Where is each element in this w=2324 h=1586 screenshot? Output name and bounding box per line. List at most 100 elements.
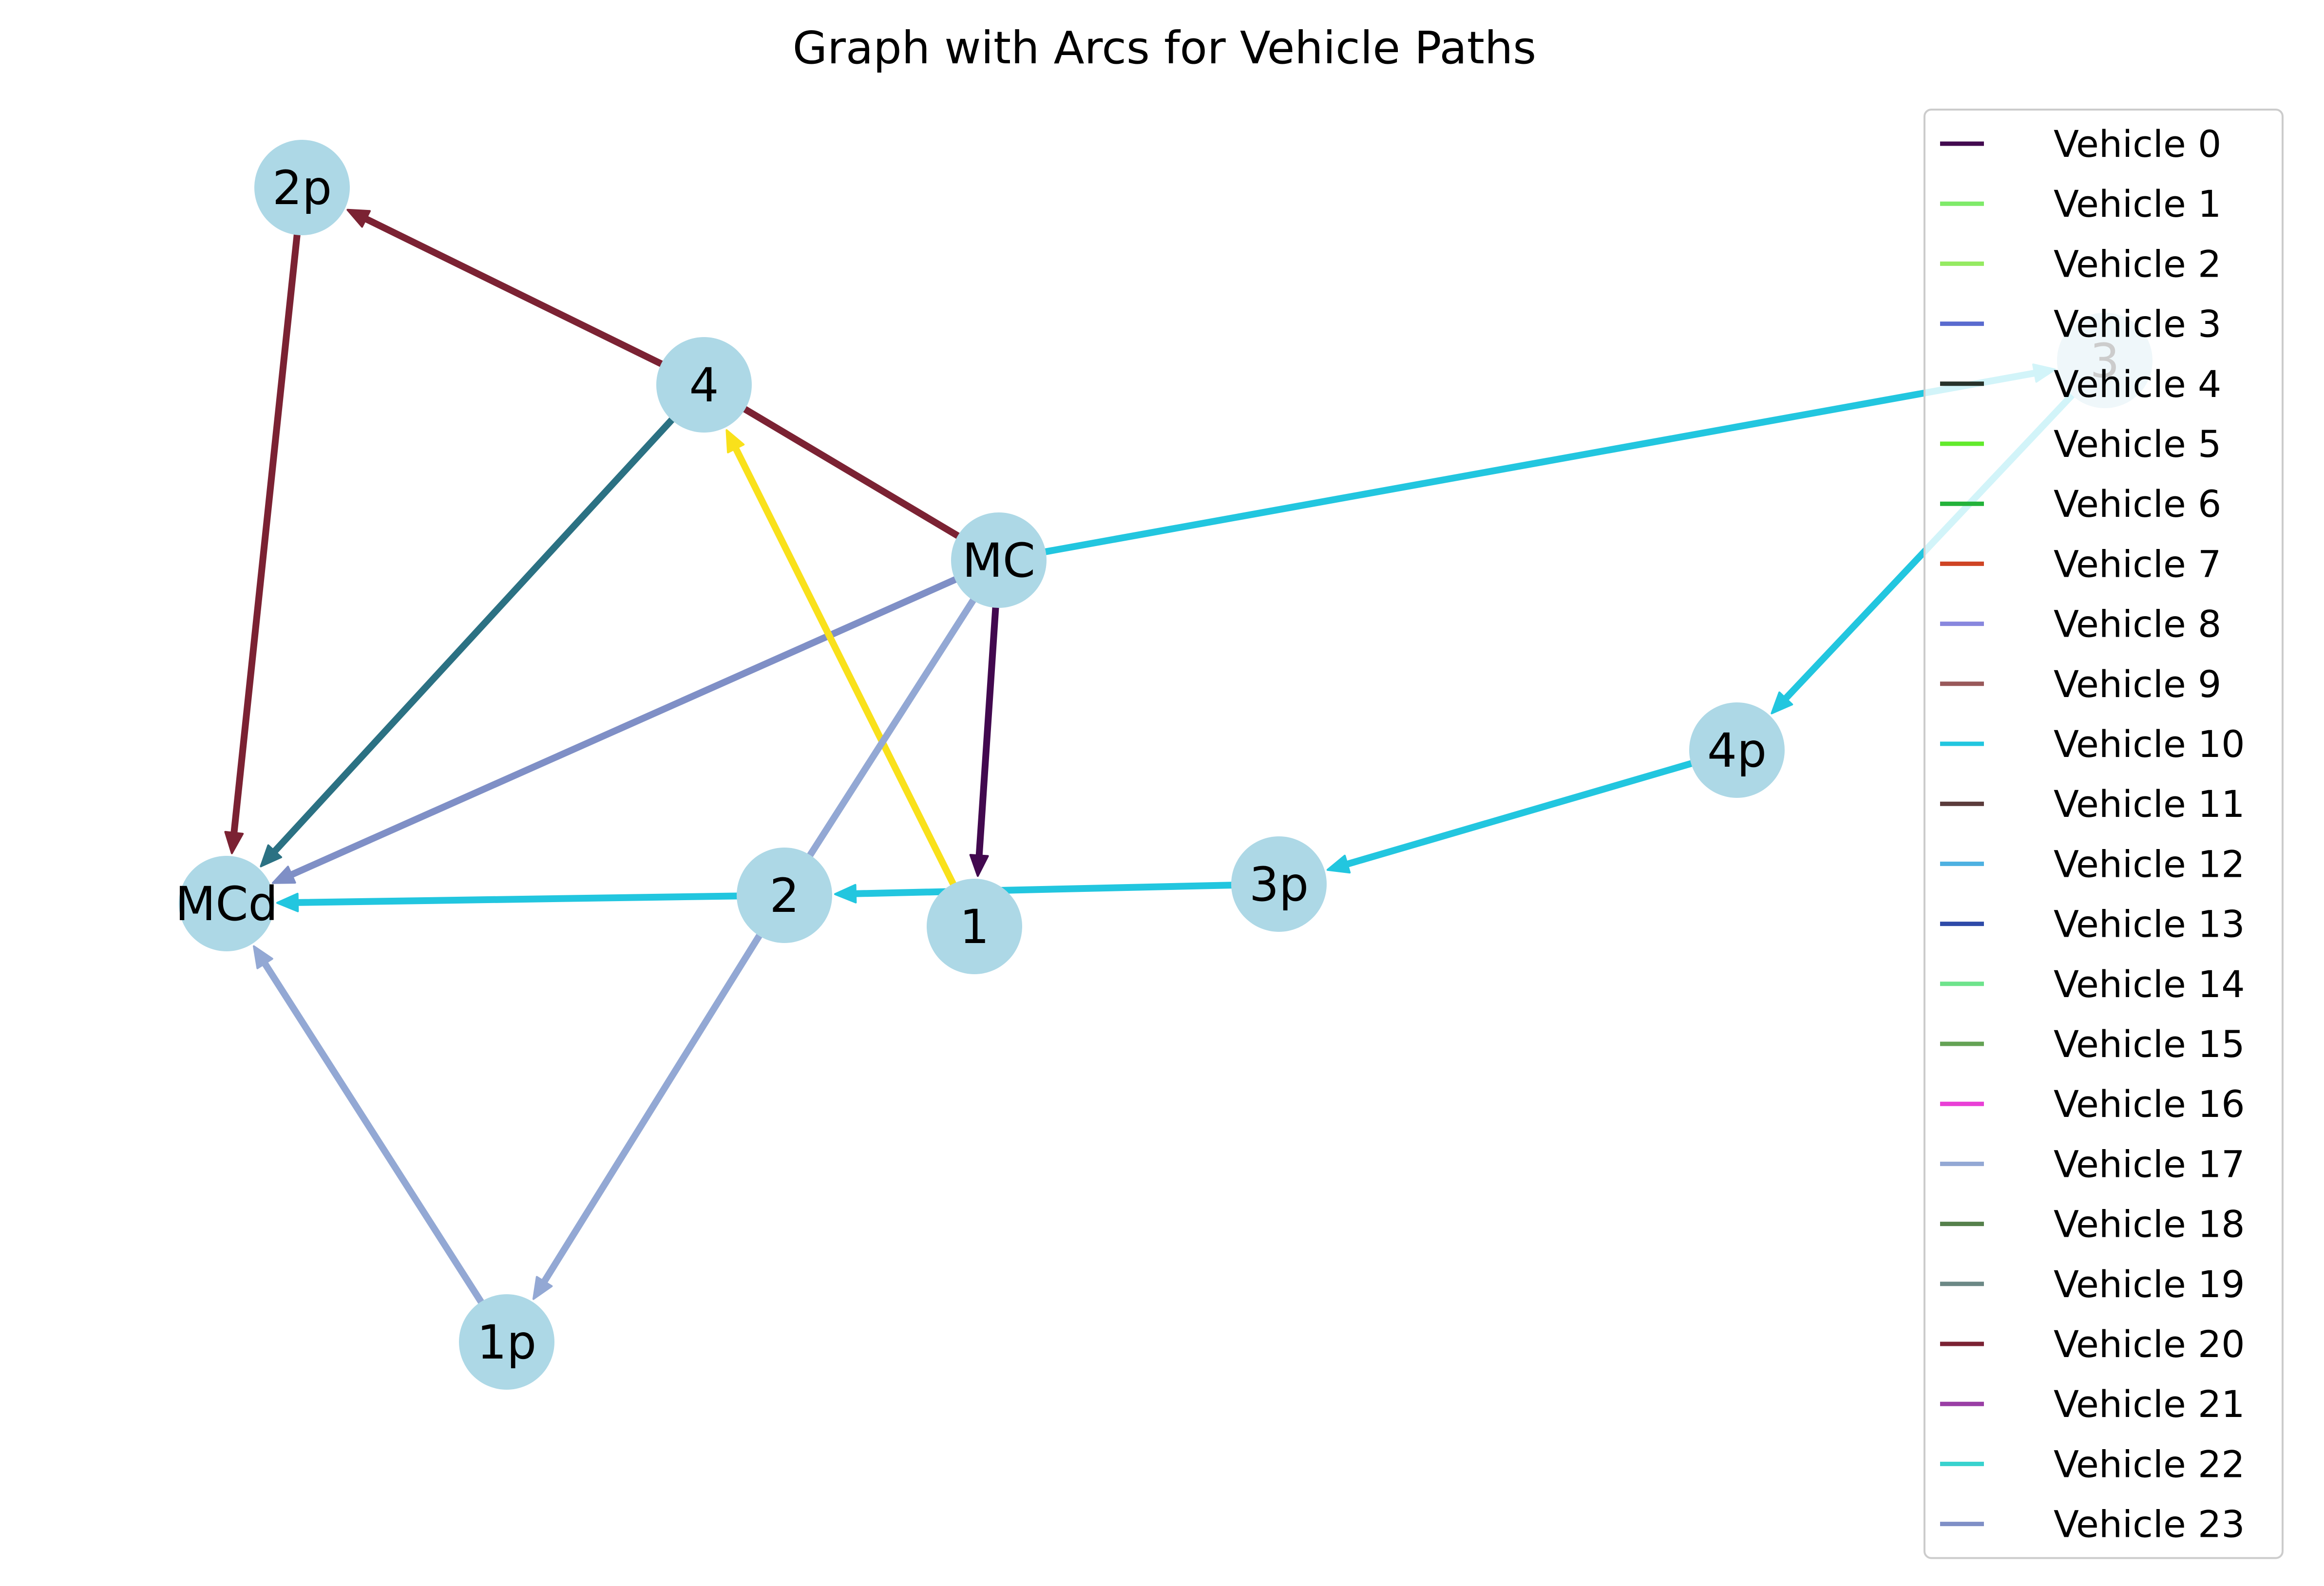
legend-label: Vehicle 16 (2054, 1082, 2245, 1126)
edge-arrowhead (253, 945, 273, 969)
edge-arrowhead (834, 884, 857, 904)
edge-arrowhead (532, 1276, 553, 1300)
legend-entry: Vehicle 17 (1940, 1142, 2245, 1186)
edge-1p-to-mcd (253, 945, 510, 1345)
node-4: 4 (656, 337, 752, 433)
node-circle (254, 140, 350, 235)
edge-mc-to-2 (781, 557, 1002, 899)
node-label: 1p (477, 1315, 536, 1370)
legend-label: Vehicle 11 (2054, 782, 2245, 826)
edges-layer (224, 184, 2108, 1345)
edge-line (727, 435, 978, 930)
legend-label: Vehicle 7 (2054, 542, 2221, 585)
legend-label: Vehicle 3 (2054, 302, 2221, 346)
edge-line (535, 892, 788, 1294)
node-circle (951, 512, 1047, 608)
edge-3p-to-2 (834, 881, 1282, 904)
legend-entry: Vehicle 21 (1940, 1382, 2245, 1426)
edge-arrowhead (1771, 691, 1793, 715)
figure-title: Graph with Arcs for Vehicle Paths (793, 22, 1536, 74)
legend-label: Vehicle 19 (2054, 1263, 2245, 1306)
node-label: MCd (175, 877, 278, 931)
node-4p: 4p (1689, 702, 1785, 798)
node-mcd: MCd (175, 856, 278, 951)
node-label: 1 (959, 900, 989, 954)
legend-entry: Vehicle 0 (1940, 122, 2221, 166)
edge-2p-to-mcd (224, 184, 305, 854)
legend-entry: Vehicle 4 (1940, 362, 2221, 406)
legend-label: Vehicle 14 (2054, 963, 2245, 1006)
legend-label: Vehicle 5 (2054, 422, 2221, 466)
legend-entry: Vehicle 8 (1940, 603, 2221, 646)
legend-entry: Vehicle 2 (1940, 242, 2221, 285)
edge-arrowhead (260, 844, 283, 868)
edge-mc-to-mcd (272, 557, 1002, 884)
legend-label: Vehicle 10 (2054, 722, 2245, 766)
legend-entry: Vehicle 9 (1940, 662, 2221, 706)
legend-entry: Vehicle 10 (1940, 722, 2245, 766)
legend-entry: Vehicle 22 (1940, 1442, 2245, 1486)
edge-line (995, 368, 2049, 564)
legend-entry: Vehicle 6 (1940, 482, 2221, 526)
legend-entry: Vehicle 18 (1940, 1203, 2245, 1246)
node-2: 2 (737, 848, 832, 943)
node-label: 4 (689, 358, 719, 413)
node-1p: 1p (459, 1294, 554, 1390)
node-circle (1689, 702, 1785, 798)
edge-line (283, 892, 788, 906)
edge-arrowhead (224, 831, 244, 854)
legend-entry: Vehicle 19 (1940, 1263, 2245, 1306)
node-1: 1 (927, 879, 1022, 974)
legend: Vehicle 0 Vehicle 1 Vehicle 2 Vehicle 3 Vehi… (1924, 109, 2284, 1559)
node-circle (737, 848, 832, 943)
node-label: 3p (1249, 857, 1309, 912)
legend-entry: Vehicle 7 (1940, 542, 2221, 585)
legend-entry: Vehicle 3 (1940, 302, 2221, 346)
legend-entry: Vehicle 15 (1940, 1022, 2245, 1066)
legend-frame (1924, 109, 2284, 1559)
edge-2-to-1p (532, 892, 788, 1300)
legend-label: Vehicle 9 (2054, 662, 2221, 706)
legend-label: Vehicle 12 (2054, 842, 2245, 886)
edge-arrowhead (276, 892, 299, 912)
node-circle (1231, 836, 1327, 932)
edge-mc-to-4 (701, 381, 1002, 564)
node-circle (459, 1294, 554, 1390)
legend-entry: Vehicle 16 (1940, 1082, 2245, 1126)
legend-label: Vehicle 2 (2054, 242, 2221, 285)
node-label: MC (962, 533, 1035, 588)
node-circle (656, 337, 752, 433)
legend-label: Vehicle 6 (2054, 482, 2221, 526)
edge-arrowhead (1326, 854, 1351, 874)
node-circle (927, 879, 1022, 974)
node-3p: 3p (1231, 836, 1327, 932)
edge-4p-to-3p (1326, 747, 1740, 874)
legend-label: Vehicle 23 (2054, 1503, 2245, 1546)
edge-line (975, 557, 1002, 870)
legend-label: Vehicle 0 (2054, 122, 2221, 166)
legend-entry: Vehicle 13 (1940, 903, 2245, 946)
edge-line (701, 381, 1002, 564)
edge-line (781, 557, 1002, 899)
edge-arrowhead (346, 208, 371, 228)
edge-4-to-mcd (260, 381, 707, 868)
legend-label: Vehicle 15 (2054, 1022, 2245, 1066)
legend-entry: Vehicle 1 (1940, 182, 2221, 226)
legend-entry: Vehicle 14 (1940, 963, 2245, 1006)
node-label: 4p (1707, 723, 1767, 778)
legend-label: Vehicle 17 (2054, 1142, 2245, 1186)
node-circle (179, 856, 274, 951)
legend-entry: Vehicle 23 (1940, 1503, 2245, 1546)
edge-mc-to-1 (969, 557, 1002, 877)
legend-label: Vehicle 13 (2054, 903, 2245, 946)
legend-label: Vehicle 4 (2054, 362, 2221, 406)
edge-arrowhead (969, 854, 989, 877)
edge-line (229, 184, 305, 847)
edge-4-to-2p (346, 208, 707, 388)
edge-line (1333, 747, 1740, 871)
node-label: 2 (769, 869, 799, 923)
legend-label: Vehicle 21 (2054, 1382, 2245, 1426)
legend-label: Vehicle 20 (2054, 1322, 2245, 1366)
